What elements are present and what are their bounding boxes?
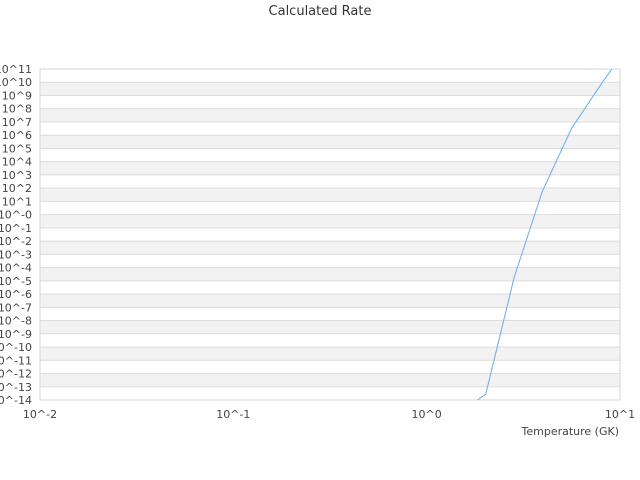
y-tick-label: 10^-8 — [0, 315, 32, 328]
grid-band — [40, 82, 620, 96]
grid-band — [40, 148, 620, 162]
grid-band — [40, 201, 620, 215]
y-tick-label: 10^-13 — [0, 381, 32, 394]
x-axis-label: Temperature (GK) — [521, 425, 620, 438]
y-tick-label: 10^3 — [2, 169, 32, 182]
x-tick-label: 10^-2 — [23, 408, 57, 421]
y-tick-label: 10^-0 — [0, 209, 32, 222]
grid-band — [40, 174, 620, 189]
x-tick-label: 10^-1 — [216, 408, 250, 421]
grid-band — [40, 254, 620, 268]
y-tick-label: 10^1 — [2, 195, 32, 208]
y-tick-label: 10^4 — [2, 156, 32, 169]
y-tick-label: 10^2 — [2, 182, 32, 195]
grid-band — [40, 347, 620, 361]
y-tick-label: 10^-12 — [0, 368, 32, 381]
y-tick-label: 10^8 — [2, 103, 32, 116]
y-tick-label: 10^-1 — [0, 222, 32, 235]
grid-band — [40, 108, 620, 122]
y-tick-label: 10^-11 — [0, 354, 32, 367]
grid-band — [40, 227, 620, 242]
grid-band — [40, 241, 620, 255]
grid-band — [40, 333, 620, 348]
y-tick-label: 10^-7 — [0, 301, 32, 314]
grid-band — [40, 360, 620, 374]
y-tick-label: 10^-3 — [0, 248, 32, 261]
x-tick-label: 10^0 — [412, 408, 442, 421]
y-tick-label: 10^-9 — [0, 328, 32, 341]
y-tick-label: 10^-14 — [0, 394, 32, 407]
y-tick-label: 10^-2 — [0, 235, 32, 248]
grid-band — [40, 69, 620, 83]
y-tick-label: 10^9 — [2, 89, 32, 102]
y-tick-label: 10^-4 — [0, 262, 32, 275]
y-tick-label: 10^5 — [2, 142, 32, 155]
y-tick-label: 10^7 — [2, 116, 32, 129]
grid-band — [40, 121, 620, 136]
series-line-0 — [477, 69, 613, 401]
y-tick-label: 10^-10 — [0, 341, 32, 354]
y-tick-label: 10^6 — [2, 129, 32, 142]
grid-band — [40, 135, 620, 149]
grid-band — [40, 373, 620, 387]
grid-band — [40, 294, 620, 308]
grid-band — [40, 95, 620, 109]
y-tick-label: 10^-5 — [0, 275, 32, 288]
grid-band — [40, 267, 620, 281]
y-tick-label: 10^-6 — [0, 288, 32, 301]
plot-border — [39, 68, 621, 401]
grid-band — [40, 280, 620, 295]
grid-band — [40, 214, 620, 228]
grid-band — [40, 307, 620, 321]
y-tick-label: 10^10 — [0, 76, 32, 89]
grid-band — [40, 161, 620, 175]
x-tick-label: 10^1 — [605, 408, 635, 421]
y-tick-label: 10^11 — [0, 63, 32, 76]
grid-band — [40, 386, 620, 400]
grid-band — [40, 320, 620, 334]
chart-title: Calculated Rate — [268, 4, 372, 19]
grid-band — [40, 188, 620, 202]
